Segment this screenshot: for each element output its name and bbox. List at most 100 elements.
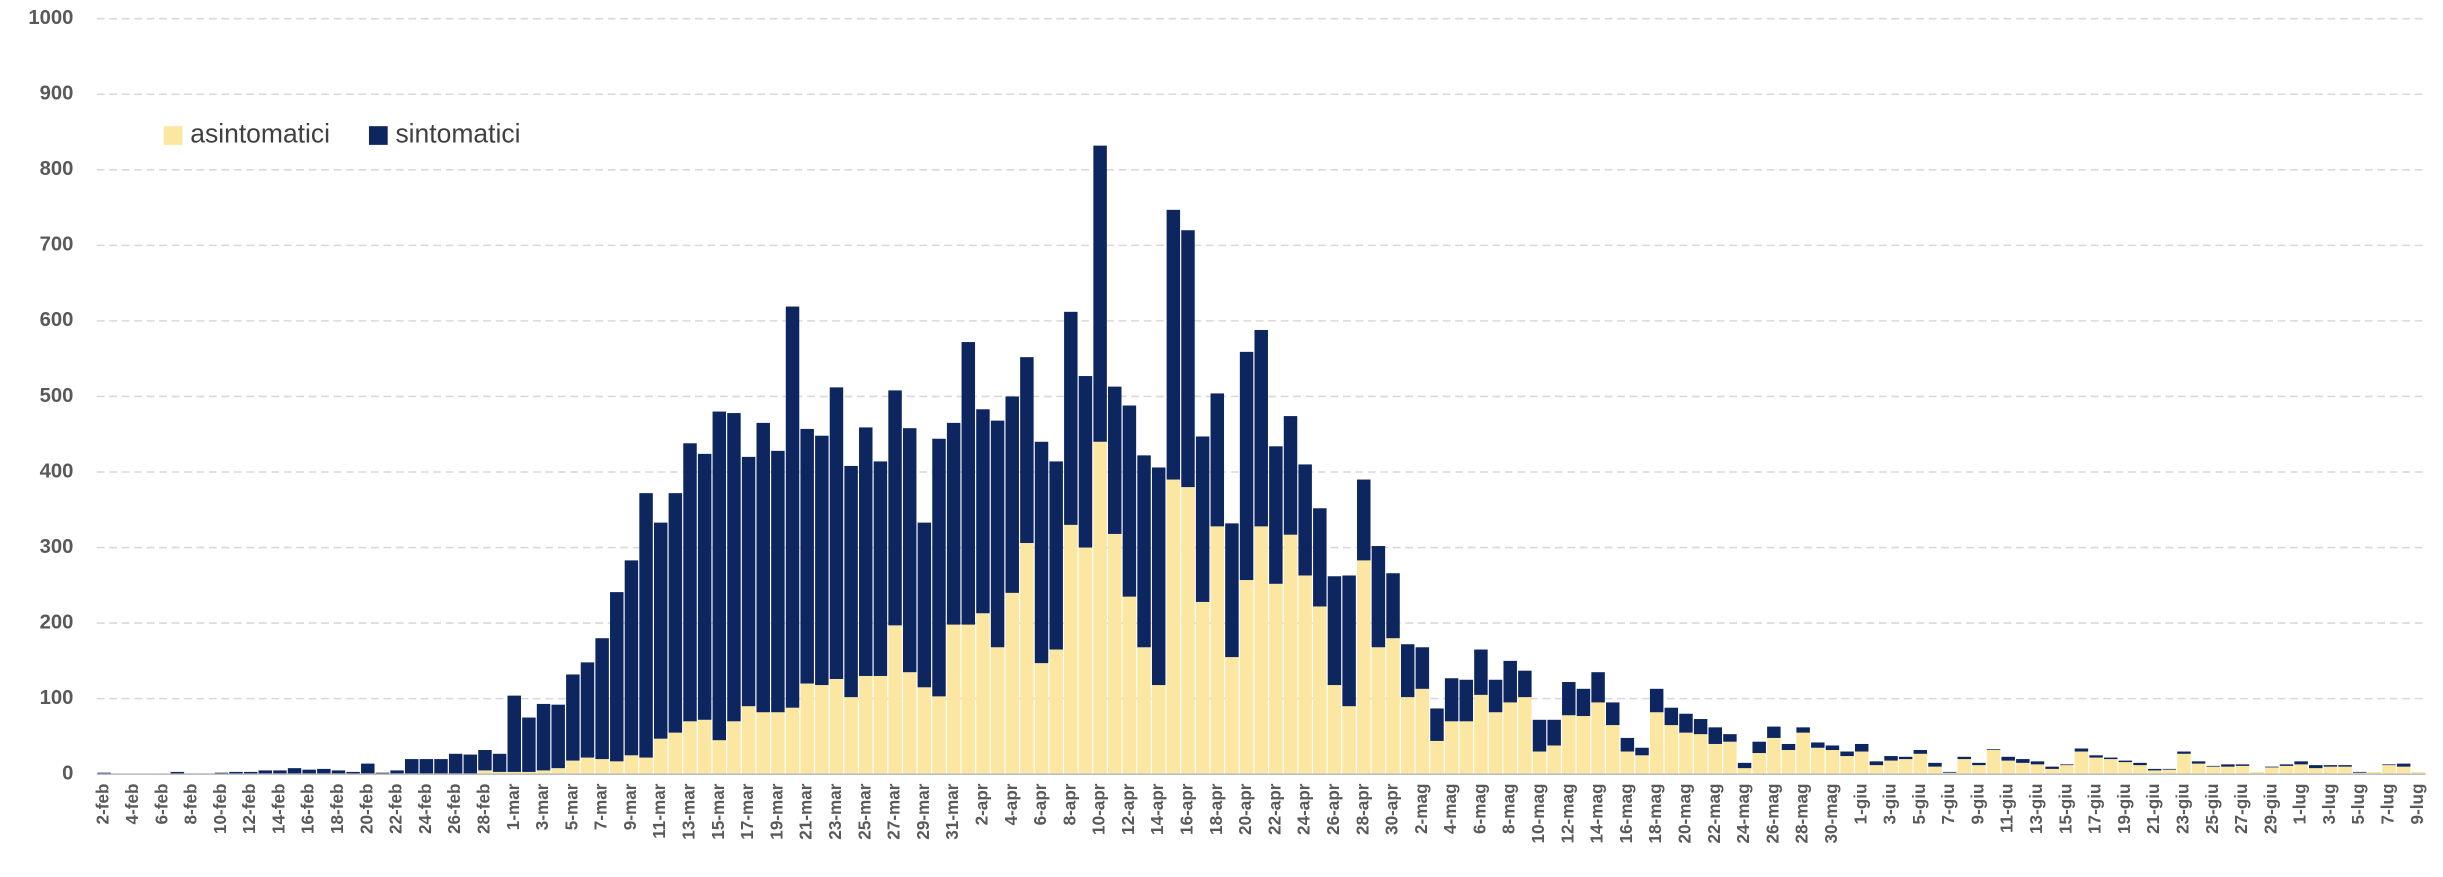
bar-segment: [1503, 702, 1517, 775]
y-tick-label: 400: [40, 460, 74, 482]
bar-segment: [1327, 685, 1342, 775]
x-tick-label: 8-feb: [181, 784, 201, 825]
bar-segment: [1825, 750, 1840, 775]
bar-segment: [2411, 771, 2426, 775]
bar-segment: [873, 461, 888, 676]
bar-segment: [1796, 732, 1810, 775]
bar-segment: [1020, 543, 1034, 775]
bar-segment: [2177, 753, 2191, 775]
x-tick-label: 13-giu: [2026, 784, 2046, 834]
bar-segment: [243, 771, 258, 775]
bar-segment: [2309, 765, 2323, 769]
bar-segment: [1781, 743, 1796, 751]
legend-label: sintomatici: [395, 119, 520, 149]
bar-segment: [1708, 727, 1723, 744]
bar-segment: [1034, 441, 1049, 664]
bar-segment: [1928, 762, 1942, 767]
bar-segment: [976, 409, 990, 614]
bar-segment: [961, 624, 976, 775]
bar-segment: [1313, 606, 1327, 775]
bar-segment: [2367, 771, 2382, 775]
bar-segment: [536, 703, 551, 771]
bar-segment: [2206, 766, 2220, 775]
bar-segment: [1166, 479, 1181, 775]
bar-segment: [478, 770, 492, 775]
x-tick-label: 9-lug: [2407, 784, 2427, 825]
bar-segment: [683, 721, 697, 775]
bar-segment: [1854, 751, 1869, 775]
bar-segment: [785, 306, 800, 708]
bar-segment: [1620, 737, 1635, 752]
x-tick-label: 10-mag: [1528, 784, 1548, 844]
bar-segment: [1151, 467, 1166, 686]
bar-segment: [1459, 679, 1474, 722]
x-tick-label: 5-mar: [561, 783, 581, 830]
bar-segment: [2060, 764, 2074, 766]
bar-segment: [2147, 770, 2162, 775]
bar-segment: [1737, 762, 1752, 769]
y-tick-label: 900: [40, 83, 74, 105]
bar-segment: [1532, 751, 1547, 775]
bar-segment: [2001, 756, 2015, 761]
bar-segment: [1693, 719, 1708, 735]
bar-segment: [1503, 660, 1517, 703]
bar-segment: [1708, 743, 1723, 775]
bar-segment: [756, 712, 770, 775]
bar-segment: [566, 674, 580, 761]
bar-segment: [1606, 725, 1620, 775]
x-tick-label: 16-feb: [298, 784, 318, 834]
bar-segment: [1649, 688, 1664, 713]
bar-segment: [1415, 647, 1430, 689]
bar-segment: [2162, 768, 2177, 770]
bar-segment: [2030, 764, 2045, 775]
bar-segment: [1869, 765, 1884, 775]
bar-segment: [2074, 748, 2089, 752]
bar-segment: [2045, 766, 2059, 769]
bar-segment: [507, 695, 521, 772]
bar-segment: [815, 435, 829, 686]
bar-segment: [1547, 719, 1561, 746]
bar-segment: [946, 422, 961, 625]
bar-segment: [1664, 725, 1679, 775]
bar-segment: [507, 771, 521, 775]
bar-segment: [1723, 734, 1737, 742]
x-tick-label: 16-mag: [1616, 784, 1636, 844]
bar-segment: [741, 456, 756, 707]
bar-segment: [990, 420, 1005, 648]
x-tick-label: 19-mar: [766, 783, 786, 840]
bar-segment: [1137, 455, 1151, 648]
x-tick-label: 25-mar: [854, 783, 874, 840]
bar-segment: [946, 624, 961, 775]
x-tick-label: 23-mar: [825, 783, 845, 840]
bar-segment: [1357, 560, 1371, 775]
x-tick-label: 24-apr: [1294, 783, 1314, 835]
bar-segment: [1693, 734, 1708, 775]
bar-segment: [1606, 702, 1620, 726]
bar-segment: [1796, 727, 1810, 733]
bar-segment: [2382, 764, 2396, 766]
x-tick-label: 3-giu: [1880, 784, 1900, 825]
y-tick-label: 800: [40, 158, 74, 180]
bar-segment: [2162, 769, 2177, 775]
bar-segment: [1767, 726, 1781, 738]
bar-segment: [1342, 706, 1356, 775]
bar-segment: [317, 768, 331, 775]
x-tick-label: 4-apr: [1001, 783, 1021, 825]
x-tick-label: 3-mar: [532, 783, 552, 830]
x-tick-label: 14-feb: [268, 784, 288, 834]
bar-segment: [1737, 768, 1752, 775]
bar-segment: [1444, 721, 1459, 775]
bar-segment: [1972, 765, 1986, 775]
bar-segment: [932, 696, 946, 775]
bar-segment: [2089, 755, 2103, 758]
bar-segment: [2133, 762, 2147, 766]
bar-segment: [1562, 715, 1576, 775]
bar-segment: [712, 411, 727, 741]
bar-segment: [859, 675, 873, 775]
bar-segment: [785, 707, 800, 775]
bar-segment: [1122, 405, 1137, 597]
bar-segment: [1122, 596, 1137, 775]
bar-segment: [1518, 670, 1532, 698]
x-tick-label: 20-feb: [356, 784, 376, 834]
